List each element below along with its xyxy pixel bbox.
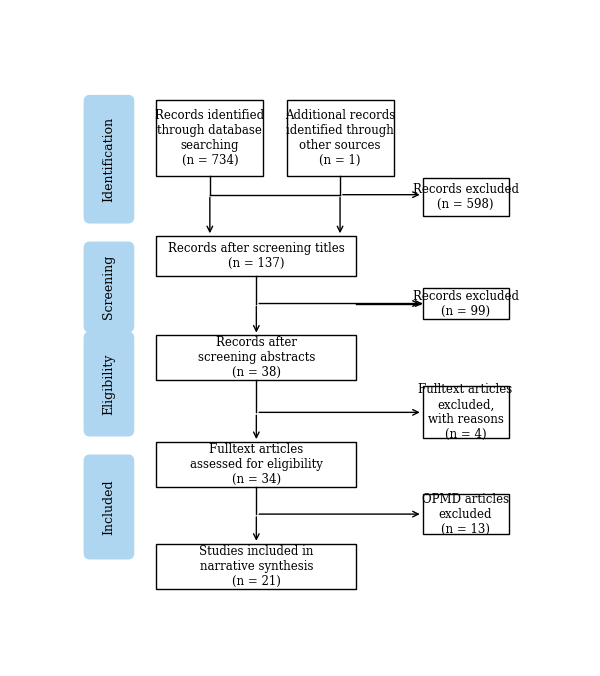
Text: OPMD articles
excluded
(n = 13): OPMD articles excluded (n = 13): [422, 493, 509, 535]
FancyBboxPatch shape: [157, 442, 356, 487]
Text: Identification: Identification: [103, 117, 115, 201]
Text: Additional records
identified through
other sources
(n = 1): Additional records identified through ot…: [285, 109, 395, 167]
Text: Included: Included: [103, 479, 115, 535]
FancyBboxPatch shape: [84, 455, 134, 559]
FancyBboxPatch shape: [422, 178, 509, 216]
FancyBboxPatch shape: [84, 332, 134, 436]
FancyBboxPatch shape: [157, 100, 263, 176]
FancyBboxPatch shape: [157, 335, 356, 381]
FancyBboxPatch shape: [84, 95, 134, 223]
FancyBboxPatch shape: [422, 387, 509, 439]
FancyBboxPatch shape: [287, 100, 394, 176]
Text: Records after screening titles
(n = 137): Records after screening titles (n = 137): [168, 242, 345, 270]
Text: Screening: Screening: [103, 255, 115, 319]
FancyBboxPatch shape: [157, 544, 356, 589]
Text: Records excluded
(n = 598): Records excluded (n = 598): [413, 183, 518, 211]
Text: Eligibility: Eligibility: [103, 354, 115, 414]
Text: Records identified
through database
searching
(n = 734): Records identified through database sear…: [155, 109, 265, 167]
FancyBboxPatch shape: [84, 242, 134, 332]
FancyBboxPatch shape: [157, 236, 356, 276]
Text: Records after
screening abstracts
(n = 38): Records after screening abstracts (n = 3…: [197, 337, 315, 379]
Text: Records excluded
(n = 99): Records excluded (n = 99): [413, 289, 518, 318]
Text: Studies included in
narrative synthesis
(n = 21): Studies included in narrative synthesis …: [199, 545, 314, 587]
Text: Fulltext articles
excluded,
with reasons
(n = 4): Fulltext articles excluded, with reasons…: [418, 383, 513, 441]
FancyBboxPatch shape: [422, 494, 509, 534]
FancyBboxPatch shape: [422, 288, 509, 319]
Text: Fulltext articles
assessed for eligibility
(n = 34): Fulltext articles assessed for eligibili…: [190, 443, 323, 486]
